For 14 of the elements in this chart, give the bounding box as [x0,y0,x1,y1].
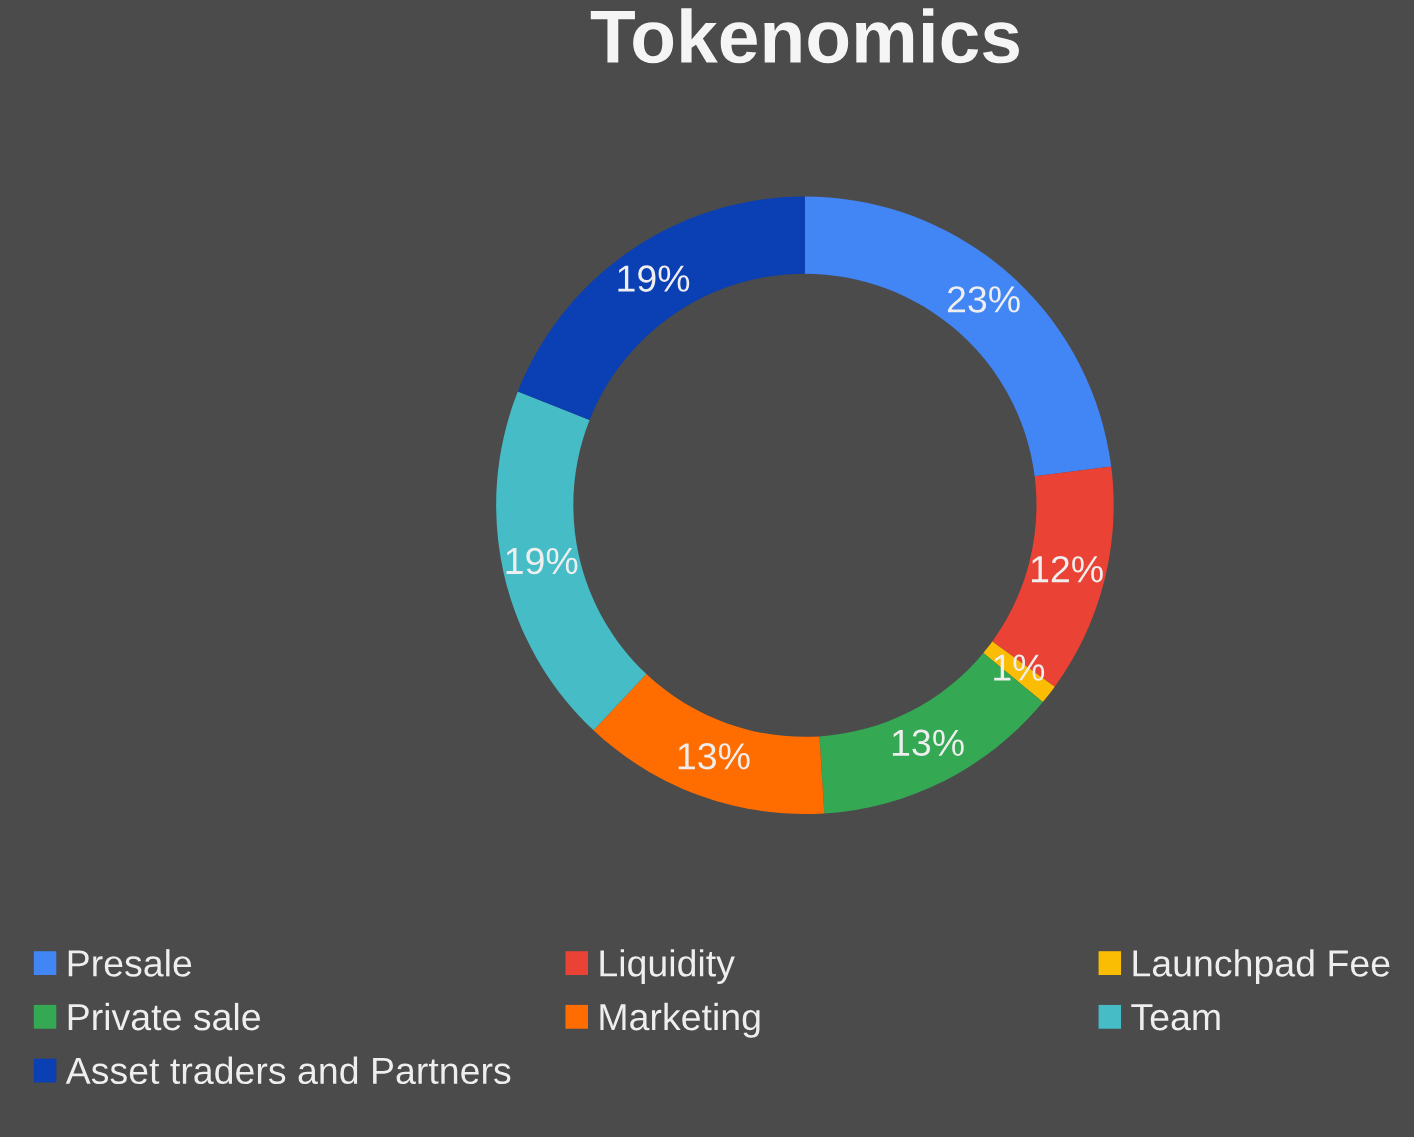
data-label: 19% [506,547,578,575]
legend-label: Asset traders and Partners [65,1056,511,1085]
legend-label: Team [1131,1004,1220,1031]
legend-label: Liquidity [600,949,735,985]
legend-label: Private sale [68,1002,260,1031]
data-label: 13% [892,729,964,757]
data-label: 19% [618,265,690,292]
chart-title: Tokenomics [590,8,1019,64]
data-label: 23% [947,286,1020,313]
data-label: 12% [1031,555,1103,583]
legend-label: Marketing [600,1002,760,1038]
data-label: 13% [678,743,750,770]
legend-label: Launchpad Fee [1133,949,1390,985]
legend-label: Presale [68,949,192,977]
